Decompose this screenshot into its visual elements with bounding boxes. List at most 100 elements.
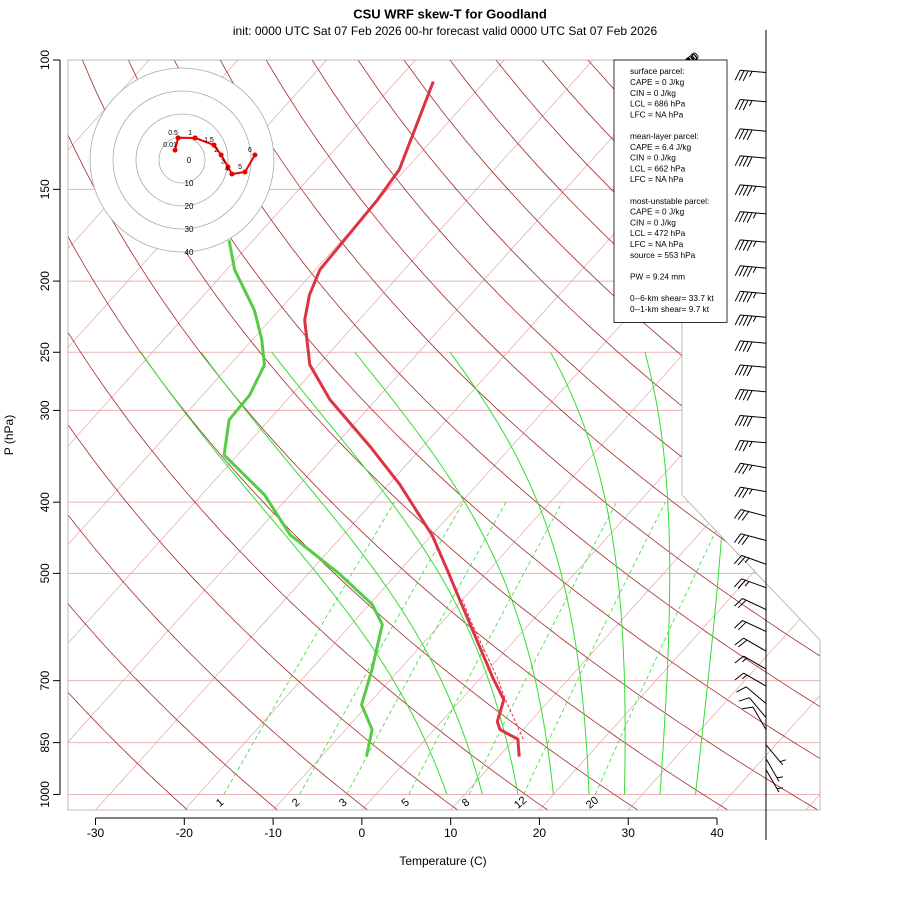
wind-barb [734, 364, 767, 377]
mixing-ratio-line [468, 502, 617, 795]
wind-barb [734, 598, 767, 610]
wind-barb [733, 533, 767, 545]
y-tick-label: 850 [38, 732, 52, 752]
x-axis-label: Temperature (C) [399, 854, 486, 868]
wind-barb [734, 340, 767, 353]
hodograph-point [192, 135, 198, 141]
info-line: CAPE = 0 J/kg [630, 77, 685, 87]
wind-barb [734, 99, 767, 111]
moist-adiabat [449, 352, 590, 795]
mixing-ratio-label: 12 [512, 794, 529, 811]
hodograph-point-label: 0.01 [163, 142, 177, 149]
wind-barb [765, 744, 786, 766]
hodograph-background [90, 68, 274, 252]
hodograph-point-label: 1.5 [204, 137, 214, 144]
mixing-ratio-label: 2 [290, 796, 302, 809]
wind-barb [734, 265, 767, 277]
wind-barb [733, 554, 767, 566]
wind-barb [734, 155, 767, 168]
wind-barb [734, 389, 767, 401]
mixing-ratio-line [523, 502, 666, 795]
wind-barb [734, 211, 767, 223]
wind-barb [765, 769, 783, 793]
mixing-ratio-line [346, 502, 507, 795]
info-line: 0--1-km shear= 9.7 kt [630, 304, 710, 314]
info-line: CIN = 0 J/kg [630, 217, 676, 227]
wind-barb [734, 128, 767, 141]
wind-barb [734, 655, 767, 670]
dry-adiabat [173, 60, 820, 810]
hodograph-point-label: 4 [225, 166, 229, 173]
dry-adiabat [771, 60, 820, 810]
dry-adiabat [68, 60, 548, 810]
info-line: mean-layer parcel: [630, 131, 699, 141]
wind-barb [734, 440, 767, 452]
dry-adiabat [357, 60, 820, 810]
hodograph-point-label: 2 [214, 147, 218, 154]
moist-adiabat [550, 352, 626, 795]
x-tick-label: -20 [176, 826, 194, 840]
mixing-ratio-label: 1 [214, 796, 226, 809]
profile-line [303, 81, 521, 757]
wind-barb [765, 758, 783, 782]
x-tick-label: 30 [622, 826, 636, 840]
info-line: most-unstable parcel: [630, 196, 709, 206]
dry-adiabat [81, 60, 818, 810]
isotherm [68, 60, 682, 810]
moist-adiabat [354, 351, 554, 795]
mixing-ratio-line [299, 501, 464, 795]
dry-adiabat [68, 60, 368, 810]
hodograph-point [218, 152, 224, 158]
isotherm [627, 60, 820, 810]
isotherm [539, 60, 820, 810]
info-line: CAPE = 6.4 J/kg [630, 142, 691, 152]
y-tick-label: 300 [38, 400, 52, 420]
hodograph-point [172, 147, 178, 153]
wind-barb [734, 637, 767, 652]
wind-barb [734, 672, 767, 687]
mixing-ratio-label: 20 [584, 794, 601, 811]
wind-barb [734, 184, 767, 197]
info-line: LCL = 472 hPa [630, 228, 686, 238]
hodograph-point [229, 171, 235, 177]
isotherm [68, 60, 416, 810]
x-tick-label: -10 [264, 826, 282, 840]
hodograph-ring-label: 20 [185, 202, 194, 211]
wind-barb [736, 686, 767, 704]
moist-adiabat [271, 351, 519, 795]
wind-barb [734, 462, 767, 475]
hodograph-ring [89, 67, 275, 253]
info-line: CIN = 0 J/kg [630, 153, 676, 163]
y-tick-label: 150 [38, 179, 52, 199]
wind-barb [734, 415, 767, 427]
x-tick-label: 0 [359, 826, 366, 840]
hodograph-point-label: 5 [238, 164, 242, 171]
dry-adiabat [127, 60, 820, 810]
info-line: surface parcel: [630, 66, 684, 76]
hodograph-point [225, 164, 231, 170]
moist-adiabat [644, 352, 671, 795]
profile-line [222, 240, 384, 757]
info-line: LCL = 662 hPa [630, 163, 686, 173]
hodograph-point-label: 3 [221, 159, 225, 166]
moist-adiabat [200, 352, 483, 795]
y-tick-label: 400 [38, 492, 52, 512]
mixing-ratio-label: 5 [399, 796, 411, 809]
wind-barb [738, 697, 767, 718]
hodograph-point-label: 0.5 [168, 130, 178, 137]
y-tick-label: 250 [38, 342, 52, 362]
y-axis-label: P (hPa) [2, 415, 16, 455]
hodograph-ring-label: 40 [185, 248, 194, 257]
dry-adiabat [725, 60, 820, 810]
hodograph-ring-label: 10 [185, 179, 194, 188]
hodograph-ring-label: 0 [187, 156, 192, 165]
hodograph-ring [135, 113, 229, 207]
isotherm [68, 60, 505, 810]
isotherm [184, 60, 820, 810]
mixing-ratio-label: 8 [460, 796, 472, 809]
x-tick-label: 40 [710, 826, 724, 840]
mixing-ratio-line [408, 502, 563, 795]
info-line: PW = 9.24 mm [630, 271, 685, 281]
wind-barb [734, 290, 767, 303]
info-line: LFC = NA hPa [630, 239, 684, 249]
